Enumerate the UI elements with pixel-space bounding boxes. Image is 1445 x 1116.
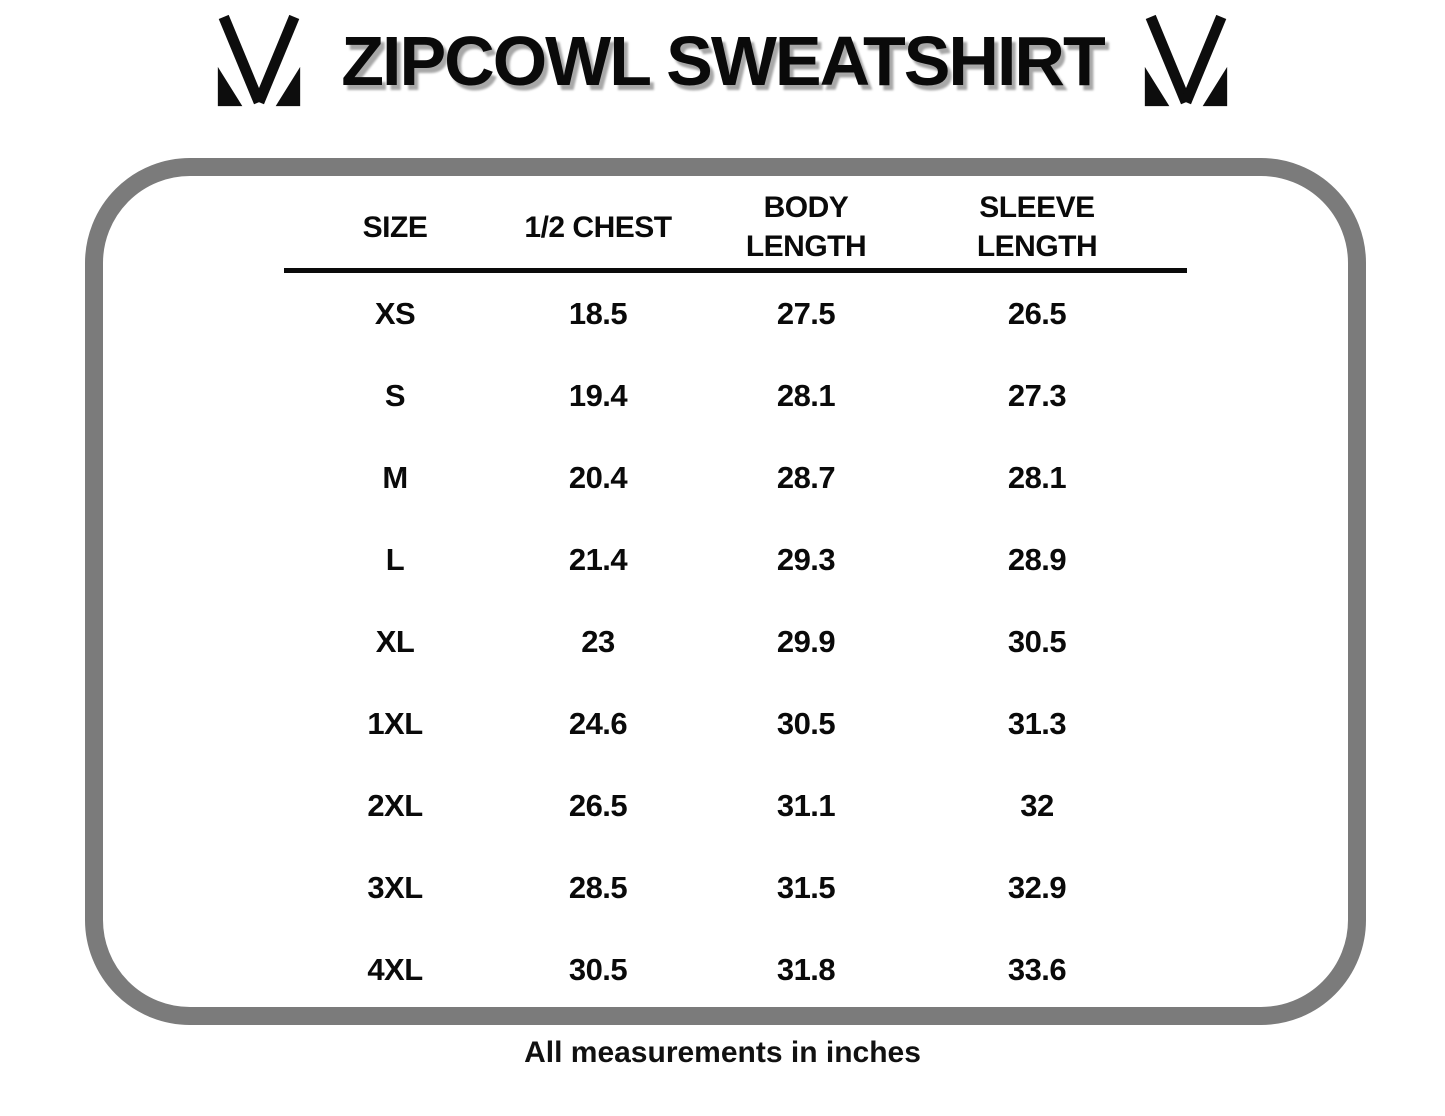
body-length-cell: 29.3 (776, 542, 836, 577)
sleeve-length-cell: 26.5 (1007, 296, 1067, 331)
body-length-cell: 31.5 (776, 870, 836, 905)
body-length-cell: 29.9 (776, 624, 836, 659)
size-cell: 4XL (367, 952, 423, 987)
header: ZIPCOWL SWEATSHIRT (0, 12, 1445, 110)
column-header-sleeve-length: SLEEVE LENGTH (976, 191, 1098, 263)
half-chest-cell: 24.6 (568, 706, 628, 741)
half-chest-cell: 26.5 (568, 788, 628, 823)
half-chest-cell: 30.5 (568, 952, 628, 987)
sleeve-length-cell: 28.1 (1007, 460, 1067, 495)
column-header-half-chest: 1/2 CHEST (524, 210, 672, 244)
half-chest-cell: 28.5 (568, 870, 628, 905)
size-cell: M (382, 460, 408, 495)
half-chest-cell: 23 (581, 624, 615, 659)
brand-mv-logo-left (218, 14, 301, 107)
body-length-cell: 28.7 (776, 460, 836, 495)
body-length-cell: 31.8 (776, 952, 836, 987)
body-length-cell: 27.5 (776, 296, 836, 331)
measurements-note: All measurements in inches (524, 1036, 921, 1069)
size-chart-table: SIZE 1/2 CHEST BODY LENGTH SLEEVE LENGTH… (284, 186, 1187, 1011)
half-chest-cell: 20.4 (568, 460, 628, 495)
size-chart-frame (85, 158, 1366, 1025)
sleeve-length-cell: 33.6 (1007, 952, 1067, 987)
size-cell: S (384, 378, 406, 413)
page-title: ZIPCOWL SWEATSHIRT (341, 22, 1105, 100)
sleeve-length-cell: 32.9 (1007, 870, 1067, 905)
half-chest-cell: 19.4 (568, 378, 628, 413)
body-length-cell: 30.5 (776, 706, 836, 741)
size-cell: 2XL (367, 788, 423, 823)
sleeve-length-cell: 27.3 (1007, 378, 1067, 413)
size-cell: 1XL (367, 706, 423, 741)
column-header-body-length: BODY LENGTH (745, 191, 867, 263)
sleeve-length-cell: 30.5 (1007, 624, 1067, 659)
size-cell: XL (375, 624, 415, 659)
brand-mv-logo-right (1144, 14, 1227, 107)
column-header-size: SIZE (362, 210, 428, 244)
body-length-cell: 31.1 (776, 788, 836, 823)
size-cell: L (385, 542, 405, 577)
half-chest-cell: 18.5 (568, 296, 628, 331)
sleeve-length-cell: 28.9 (1007, 542, 1067, 577)
size-cell: XS (374, 296, 416, 331)
header-divider (284, 268, 1187, 273)
body-length-cell: 28.1 (776, 378, 836, 413)
sleeve-length-cell: 31.3 (1007, 706, 1067, 741)
sleeve-length-cell: 32 (1020, 788, 1054, 823)
half-chest-cell: 21.4 (568, 542, 628, 577)
size-cell: 3XL (367, 870, 423, 905)
